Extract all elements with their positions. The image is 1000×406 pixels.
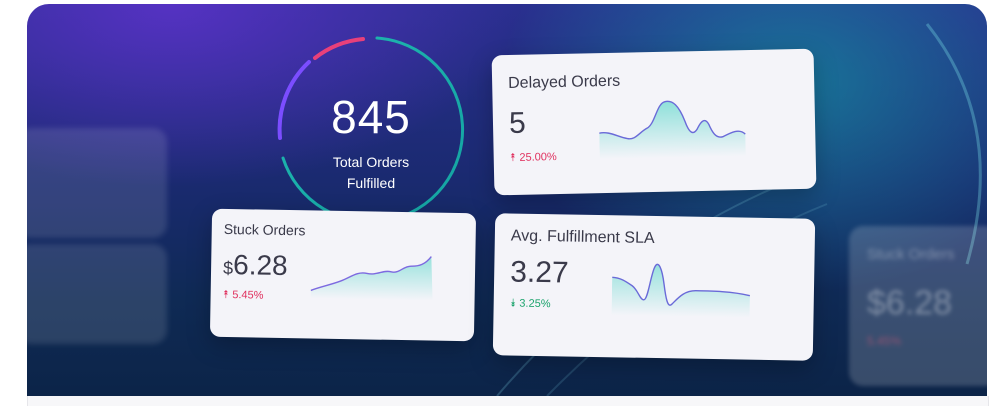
delayed-orders-card[interactable]: Delayed Orders 5 ⯭ 25.00% (491, 48, 817, 196)
ghost-card-value: $6.28 (867, 284, 953, 322)
stuck-orders-title: Stuck Orders (223, 220, 306, 239)
ghost-card-trend: 5.45% (867, 334, 902, 348)
double-chevron-up-icon: ⯭ (222, 288, 230, 302)
avg-sla-card[interactable]: Avg. Fulfillment SLA 3.27 ⯯ 3.25% (492, 213, 816, 361)
delayed-orders-trend: ⯭ 25.00% (510, 151, 557, 165)
delayed-orders-value: 5 (508, 106, 527, 141)
double-chevron-up-icon: ⯭ (509, 151, 517, 165)
total-orders-value: 845 (331, 91, 411, 143)
hero-banner: Stuck Orders $6.28 5.45% 845 Total Order… (27, 4, 987, 396)
total-orders-label-line1: Total Orders (332, 154, 410, 170)
stuck-orders-card[interactable]: Stuck Orders $6.28 ⯭ 5.45% (209, 208, 477, 342)
delayed-orders-trend-value: 25.00% (519, 151, 557, 164)
avg-sla-value: 3.27 (509, 255, 569, 290)
stuck-orders-value: $6.28 (223, 249, 288, 282)
avg-sla-title: Avg. Fulfillment SLA (510, 227, 655, 248)
avg-sla-trend: ⯯ 3.25% (510, 297, 551, 311)
total-orders-ring: 845 Total Orders Fulfilled (271, 30, 471, 230)
content-strip (27, 396, 989, 406)
total-orders-label-line2: Fulfilled (346, 175, 396, 191)
ghost-card-title: Stuck Orders (867, 246, 955, 263)
delayed-orders-title: Delayed Orders (507, 72, 621, 93)
ghost-card-left-bottom (27, 244, 167, 344)
stuck-orders-sparkline (310, 256, 433, 301)
ghost-card-right: Stuck Orders $6.28 5.45% (849, 226, 987, 386)
stuck-orders-trend-value: 5.45% (232, 289, 264, 302)
stuck-orders-trend: ⯭ 5.45% (223, 289, 264, 303)
avg-sla-sparkline (611, 263, 751, 318)
delayed-orders-sparkline (599, 100, 746, 160)
double-chevron-down-icon: ⯯ (509, 297, 517, 310)
stuck-orders-currency: $ (222, 257, 234, 279)
ghost-card-left-top (27, 128, 167, 238)
avg-sla-trend-value: 3.25% (519, 297, 551, 311)
total-orders-label: Total Orders Fulfilled (271, 152, 471, 194)
stuck-orders-amount: 6.28 (232, 249, 288, 282)
progress-ring (277, 36, 465, 224)
